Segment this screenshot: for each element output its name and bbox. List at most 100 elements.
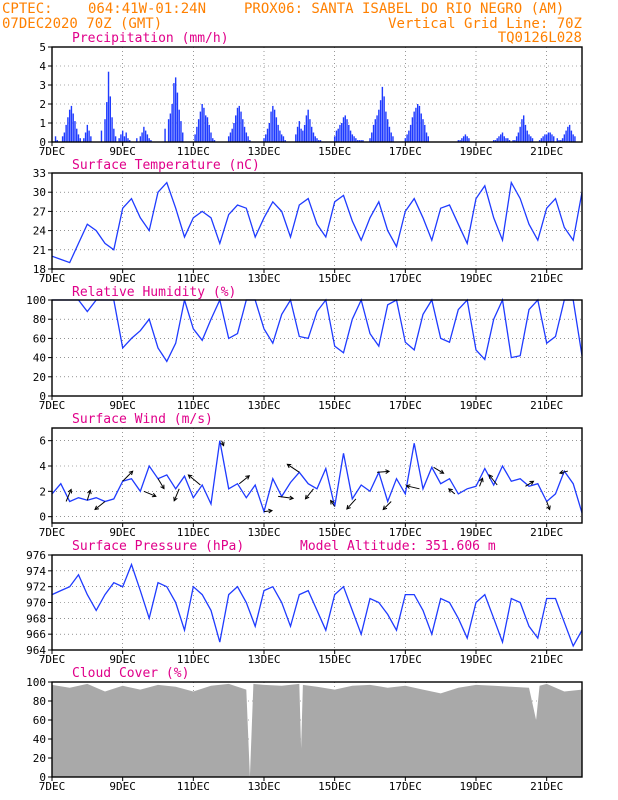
precipitation-bar — [240, 111, 242, 142]
precipitation-bar — [553, 136, 555, 142]
precipitation-bar — [79, 138, 81, 142]
precipitation-bar — [266, 128, 269, 142]
precipitation-bar — [307, 109, 309, 142]
wind-vector-head — [286, 463, 292, 469]
precipitation-bar — [213, 140, 216, 142]
precipitation-bar — [127, 138, 129, 142]
header-source: CPTEC: — [2, 1, 53, 17]
x-tick-label: 13DEC — [247, 272, 280, 285]
wind-vector-head — [546, 505, 551, 511]
x-tick-label: 13DEC — [247, 145, 280, 158]
precipitation-panel: 0 1 2 3 4 5 7DEC 9DEC 11DEC 13DEC 15DEC 17DEC 19DEC 2… — [39, 31, 583, 158]
wind-vector-head — [245, 475, 251, 480]
precipitation-bar — [339, 124, 341, 142]
x-tick-label: 21DEC — [530, 653, 563, 666]
precipitation-bar — [70, 105, 73, 142]
precipitation-bar — [344, 115, 346, 142]
y-tick-label: 100 — [26, 676, 46, 689]
precipitation-bar — [376, 115, 378, 142]
precipitation-bar — [303, 124, 306, 142]
wind-vector — [278, 495, 294, 499]
x-tick-label: 11DEC — [177, 780, 210, 793]
wind-vector — [94, 501, 106, 510]
precipitation-bar — [549, 132, 551, 142]
panel-frame — [51, 299, 583, 397]
precipitation-bar — [418, 105, 421, 142]
y-tick-label: 20 — [33, 752, 46, 765]
precipitation-bar — [143, 126, 145, 142]
precipitation-bar — [459, 140, 461, 142]
precipitation-bar — [425, 132, 428, 142]
precipitation-bar — [415, 107, 417, 142]
precipitation-bar — [424, 124, 426, 142]
precipitation-bar — [408, 130, 410, 142]
precipitation-bar — [169, 113, 172, 142]
precipitation-bar — [505, 138, 507, 142]
precipitation-bar — [388, 126, 391, 142]
y-tick-label: 33 — [33, 167, 46, 180]
precipitation-bar — [574, 136, 576, 142]
y-tick-label: 3 — [39, 79, 46, 92]
wind-vector — [330, 500, 336, 507]
precipitation-bar — [173, 83, 175, 142]
x-tick-label: 19DEC — [459, 399, 492, 412]
y-tick-label: 27 — [33, 205, 46, 218]
y-tick-label: 30 — [33, 186, 46, 199]
panel-frame — [51, 46, 583, 143]
y-tick-label: 24 — [33, 225, 47, 238]
precipitation-bar — [309, 119, 311, 142]
header-grid-line: Vertical Grid Line: 70Z — [388, 16, 582, 32]
precipitation-bar — [558, 140, 560, 142]
precipitation-bar — [167, 119, 170, 142]
precipitation-bar — [171, 104, 173, 142]
x-tick-label: 13DEC — [247, 399, 280, 412]
wind-vector — [157, 478, 165, 489]
precipitation-bar — [346, 119, 348, 142]
panel-frame — [51, 172, 583, 270]
wind-vector-head — [94, 505, 100, 511]
x-tick-label: 11DEC — [177, 399, 210, 412]
panel-frame — [51, 427, 583, 524]
x-tick-label: 19DEC — [459, 526, 492, 539]
x-tick-label: 19DEC — [459, 653, 492, 666]
precipitation-bar — [263, 138, 265, 142]
precipitation-bar — [360, 140, 362, 142]
precipitation-bar — [526, 130, 528, 142]
x-tick-label: 7DEC — [39, 526, 66, 539]
precipitation-bar — [524, 124, 527, 142]
precipitation-bar — [118, 138, 120, 142]
precipitation-bar — [318, 140, 320, 142]
x-tick-label: 17DEC — [389, 272, 422, 285]
wind-vector-head — [488, 474, 494, 480]
y-tick-label: 20 — [33, 371, 46, 384]
precipitation-bar — [270, 111, 272, 142]
x-tick-label: 7DEC — [39, 145, 66, 158]
precipitation-bar — [466, 136, 468, 142]
cloud-cover-panel: 0 20 40 60 80 100 7DEC 9DEC 11DEC 13DEC 15DEC 17DEC… — [26, 666, 583, 793]
precipitation-bar — [348, 124, 350, 142]
precipitation-bar — [235, 115, 237, 142]
precipitation-bar — [107, 71, 110, 142]
y-tick-label: 6 — [39, 435, 46, 448]
precipitation-bar — [236, 107, 239, 142]
precipitation-bar — [310, 126, 313, 142]
precipitation-bar — [182, 132, 184, 142]
precipitation-bar — [349, 130, 352, 142]
x-tick-label: 15DEC — [318, 653, 351, 666]
precipitation-bar — [413, 111, 415, 142]
y-tick-label: 0 — [39, 511, 46, 524]
x-tick-label: 7DEC — [39, 780, 66, 793]
x-tick-label: 19DEC — [459, 145, 492, 158]
precipitation-bar — [341, 123, 343, 142]
wind-vector-head — [151, 492, 157, 498]
x-tick-label: 21DEC — [530, 780, 563, 793]
x-tick-label: 15DEC — [318, 526, 351, 539]
precipitation-bar — [113, 128, 115, 142]
precipitation-bar — [333, 136, 336, 142]
precipitation-bar — [210, 132, 212, 142]
precipitation-bar — [242, 119, 244, 142]
precipitation-bar — [468, 138, 470, 142]
precipitation-bar — [498, 136, 500, 142]
precipitation-bar — [146, 134, 149, 142]
precipitation-bar — [416, 104, 419, 142]
